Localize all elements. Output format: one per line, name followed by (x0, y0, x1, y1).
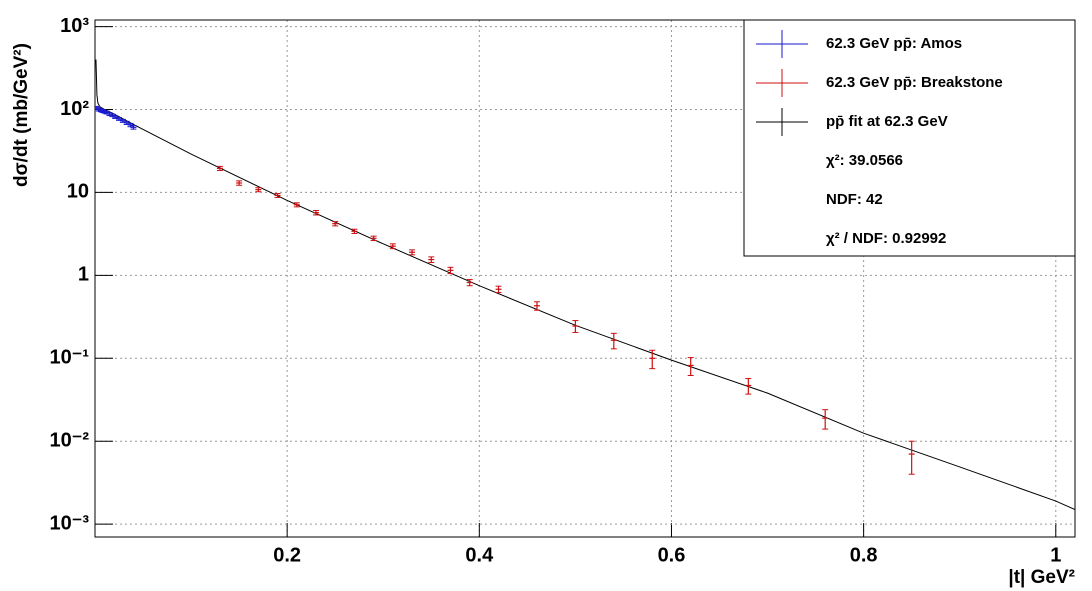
legend-box (743, 19, 1076, 257)
y-tick-label: 10⁻¹ (50, 347, 90, 369)
legend-note: NDF: 42 (826, 191, 883, 208)
plot-frame (94, 19, 1076, 538)
x-tick-label: 0.2 (273, 544, 301, 566)
x-tick-label: 0.8 (850, 544, 878, 566)
y-tick-label: 10² (60, 98, 89, 120)
y-tick-label: 10 (67, 181, 89, 203)
x-tick-label: 0.4 (465, 544, 494, 566)
y-tick-label: 10³ (60, 15, 89, 37)
x-tick-label: 1 (1050, 544, 1061, 566)
legend-label: pp̄ fit at 62.3 GeV (826, 113, 948, 130)
y-tick-label: 10⁻² (50, 430, 90, 452)
x-axis-label: |t| GeV² (1008, 567, 1075, 588)
legend-label: 62.3 GeV pp̄: Amos (826, 35, 962, 52)
legend-note: χ² / NDF: 0.92992 (826, 230, 946, 247)
y-tick-label: 1 (78, 264, 89, 286)
y-tick-label: 10⁻³ (50, 512, 90, 534)
y-axis-label: dσ/dt (mb/GeV²) (11, 43, 32, 187)
legend-label: 62.3 GeV pp̄: Breakstone (826, 74, 1003, 91)
plot-area (95, 59, 1075, 511)
x-tick-label: 0.6 (658, 544, 686, 566)
legend-note: χ²: 39.0566 (826, 152, 903, 169)
